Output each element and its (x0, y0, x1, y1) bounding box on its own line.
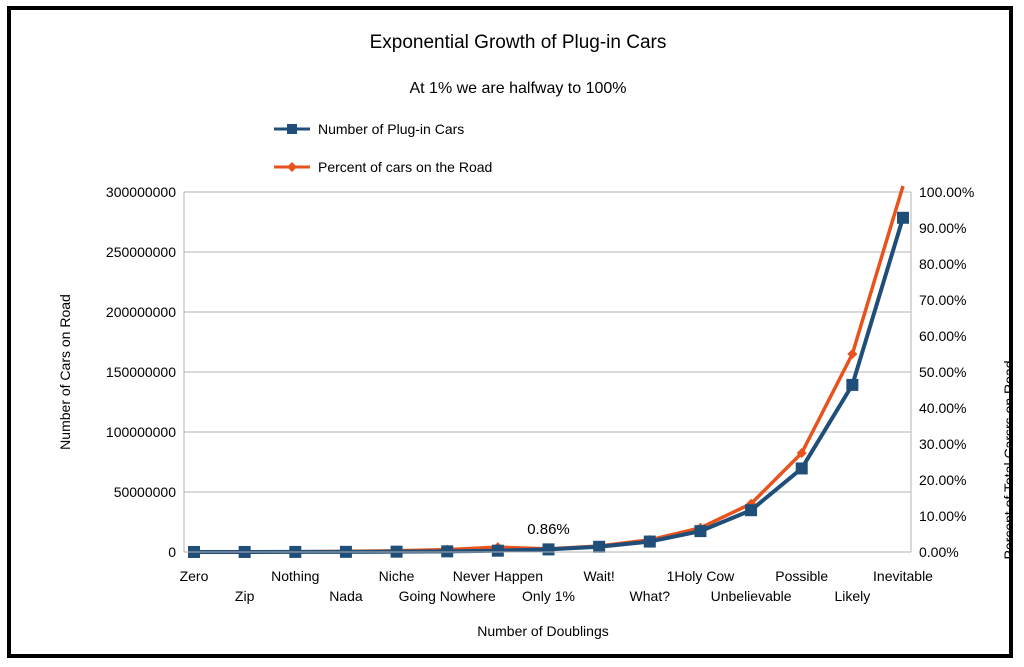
y2-axis-ticks: 0.00% 10.00% 20.00% 30.00% 40.00% 50.00% 60.00… (919, 184, 974, 560)
data-point-cars (491, 544, 504, 557)
legend-item-cars: Number of Plug-in Cars (274, 121, 464, 137)
annotation-label: 0.86% (527, 521, 570, 538)
x-tick-label: 1Holy Cow (667, 568, 736, 584)
chart-title: Exponential Growth of Plug-in Cars (370, 32, 667, 53)
x-tick-label: Going Nowhere (399, 588, 496, 604)
data-point-cars (593, 540, 606, 553)
y2-tick-label: 0.00% (919, 544, 959, 560)
chart-frame: Exponential Growth of Plug-in Cars At 1%… (7, 6, 1017, 658)
data-point-percent (796, 448, 807, 458)
x-axis-title: Number of Doublings (477, 623, 609, 639)
y-axis-title: Number of Cars on Road (57, 294, 73, 450)
x-tick-label: Inevitable (873, 568, 933, 584)
y-tick-label: 250000000 (106, 244, 176, 260)
x-tick-label: Zero (180, 568, 209, 584)
data-point-cars (441, 545, 454, 558)
y2-tick-label: 10.00% (919, 508, 966, 524)
x-tick-label: Never Happen (453, 568, 543, 584)
data-point-cars (745, 504, 758, 517)
data-point-cars (897, 211, 909, 224)
legend-label-percent: Percent of cars on the Road (318, 159, 492, 175)
x-tick-label: Nothing (271, 568, 319, 584)
y-tick-label: 200000000 (106, 304, 176, 320)
data-point-cars (795, 462, 808, 475)
y2-tick-label: 20.00% (919, 472, 966, 488)
x-tick-label: Niche (379, 568, 415, 584)
x-axis-ticks: Zero Zip Nothing Nada Niche Going Nowhere Neve… (180, 568, 934, 604)
legend-marker-square (287, 124, 297, 134)
y-tick-label: 0 (168, 544, 176, 560)
y-axis-ticks: 0 50000000 100000000 150000000 200000000 2500… (106, 184, 176, 560)
x-tick-label: Likely (834, 588, 870, 604)
x-tick-label: Wait! (583, 568, 614, 584)
y-tick-label: 100000000 (106, 424, 176, 440)
y2-tick-label: 90.00% (919, 220, 966, 236)
y2-tick-label: 60.00% (919, 328, 966, 344)
y2-tick-label: 30.00% (919, 436, 966, 452)
x-tick-label: Unbelievable (711, 588, 792, 604)
plot-area: 0 50000000 100000000 150000000 200000000 2500… (106, 184, 974, 604)
y2-tick-label: 100.00% (919, 184, 974, 200)
gridlines (184, 191, 911, 493)
data-point-cars (643, 535, 656, 548)
y2-tick-label: 70.00% (919, 292, 966, 308)
legend-item-percent: Percent of cars on the Road (274, 159, 492, 175)
legend-label-cars: Number of Plug-in Cars (318, 121, 464, 137)
chart-subtitle: At 1% we are halfway to 100% (409, 80, 626, 97)
legend-marker-diamond (287, 162, 297, 172)
data-point-cars (694, 525, 707, 538)
x-tick-label: Zip (235, 588, 255, 604)
legend: Number of Plug-in Cars Percent of cars o… (274, 121, 492, 175)
y2-tick-label: 50.00% (919, 364, 966, 380)
x-tick-label: Possible (775, 568, 828, 584)
x-tick-label: Nada (329, 588, 363, 604)
x-tick-label: Only 1% (522, 588, 575, 604)
data-point-percent (847, 349, 858, 359)
y-tick-label: 150000000 (106, 364, 176, 380)
y2-axis-title: Percent of Total Carsrs on Road (1001, 361, 1009, 560)
data-point-cars (846, 378, 859, 391)
y2-tick-label: 40.00% (919, 400, 966, 416)
x-tick-label: What? (630, 588, 671, 604)
data-point-cars (542, 543, 555, 556)
y-tick-label: 50000000 (114, 484, 177, 500)
y-tick-label: 300000000 (106, 184, 176, 200)
y2-tick-label: 80.00% (919, 256, 966, 272)
chart: Exponential Growth of Plug-in Cars At 1%… (57, 32, 1017, 639)
